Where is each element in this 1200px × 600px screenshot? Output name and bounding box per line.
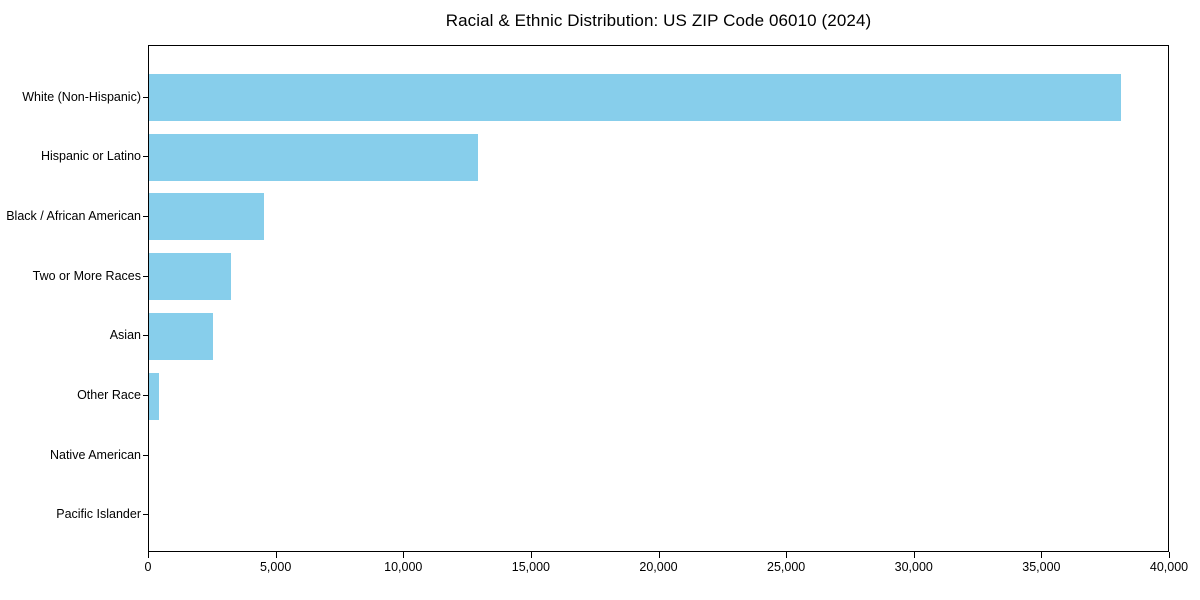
x-axis-tick-25000 bbox=[786, 552, 788, 558]
x-axis-tick-10000 bbox=[403, 552, 405, 558]
y-axis-tick-pacific-islander bbox=[143, 514, 148, 516]
y-axis-label-asian: Asian bbox=[109, 328, 141, 343]
x-axis-tick-35000 bbox=[1041, 552, 1043, 558]
x-axis-tick-30000 bbox=[913, 552, 915, 558]
x-axis-tick-label-10000: 10,000 bbox=[384, 560, 423, 574]
x-axis-tick-label-20000: 20,000 bbox=[639, 560, 678, 574]
x-axis-tick-40000 bbox=[1169, 552, 1170, 558]
bar-white-non-hispanic bbox=[149, 74, 1121, 121]
y-axis-label-black-african-american: Black / African American bbox=[6, 208, 141, 223]
y-axis-tick-black-african-american bbox=[143, 215, 148, 217]
x-axis-tick-label-15000: 15,000 bbox=[511, 560, 550, 574]
x-axis-tick-label-40000: 40,000 bbox=[1149, 560, 1189, 574]
x-axis-tick-15000 bbox=[530, 552, 532, 558]
x-axis-tick-label-0: 0 bbox=[144, 560, 152, 574]
x-axis-tick-20000 bbox=[658, 552, 660, 558]
y-axis-tick-native-american bbox=[143, 454, 148, 456]
y-axis-label-other-race: Other Race bbox=[77, 388, 141, 403]
y-axis-label-white-non-hispanic: White (Non-Hispanic) bbox=[22, 89, 141, 104]
y-axis-tick-hispanic-or-latino bbox=[143, 156, 148, 158]
bar-hispanic-or-latino bbox=[149, 133, 479, 181]
y-axis-tick-asian bbox=[143, 335, 148, 337]
y-axis-label-hispanic-or-latino: Hispanic or Latino bbox=[40, 149, 141, 164]
x-axis-tick-label-30000: 30,000 bbox=[894, 560, 933, 574]
y-axis-label-two-or-more-races: Two or More Races bbox=[32, 268, 141, 283]
plot-area bbox=[148, 45, 1169, 552]
x-axis-tick-5000 bbox=[275, 552, 277, 558]
y-axis-tick-white-non-hispanic bbox=[143, 96, 148, 98]
bar-two-or-more-races bbox=[149, 253, 231, 301]
y-axis-label-native-american: Native American bbox=[49, 447, 141, 462]
y-axis-tick-other-race bbox=[143, 395, 148, 397]
x-axis-tick-label-35000: 35,000 bbox=[1022, 560, 1061, 574]
y-axis-label-pacific-islander: Pacific Islander bbox=[56, 507, 141, 522]
bar-asian bbox=[149, 312, 213, 360]
x-axis-tick-label-25000: 25,000 bbox=[767, 560, 806, 574]
x-axis-tick-0 bbox=[148, 552, 149, 558]
y-axis-tick-two-or-more-races bbox=[143, 275, 148, 277]
bar-black-african-american bbox=[149, 193, 264, 241]
bar-other-race bbox=[149, 372, 160, 420]
chart-title: Racial & Ethnic Distribution: US ZIP Cod… bbox=[445, 11, 872, 30]
x-axis-tick-label-5000: 5,000 bbox=[259, 560, 292, 574]
